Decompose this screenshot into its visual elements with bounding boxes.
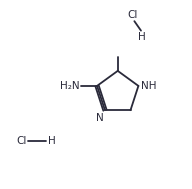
Text: H: H [138,32,146,42]
Text: Cl: Cl [128,10,138,20]
Text: N: N [96,113,104,123]
Text: H: H [48,136,55,146]
Text: H₂N: H₂N [60,81,80,91]
Text: Cl: Cl [16,136,26,146]
Text: NH: NH [141,81,157,91]
